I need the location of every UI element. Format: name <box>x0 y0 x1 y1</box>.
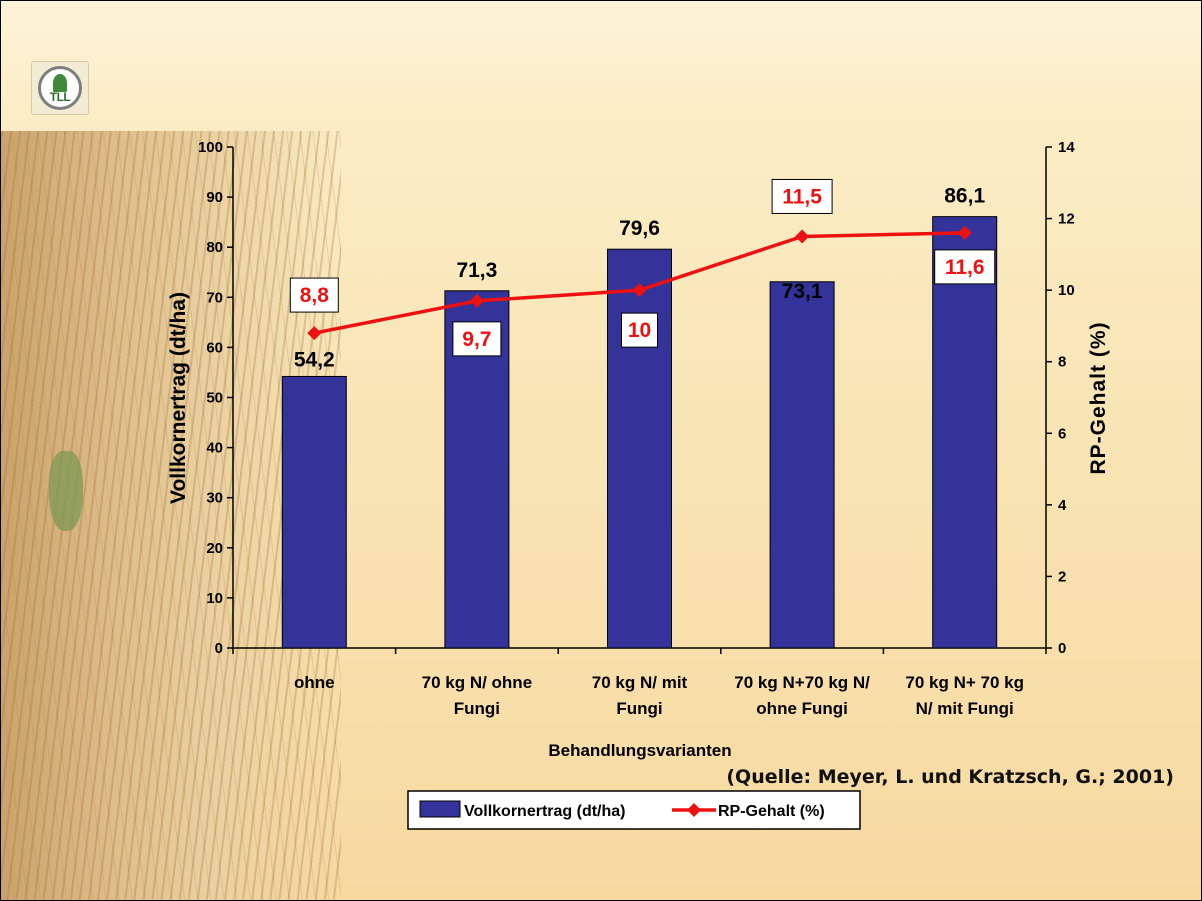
x-axis-title: Behandlungsvarianten <box>548 741 731 760</box>
bar-data-label: 54,2 <box>294 348 335 371</box>
rp-data-label: 8,8 <box>300 284 330 307</box>
rp-marker <box>957 225 972 240</box>
y-tick-label-left: 100 <box>198 139 223 156</box>
y-tick-label-left: 30 <box>206 490 223 507</box>
x-category-label: 70 kg N/ mit <box>592 673 688 692</box>
bar-data-label: 79,6 <box>619 217 660 240</box>
y-tick-label-right: 4 <box>1058 497 1067 514</box>
bar <box>281 375 347 649</box>
bar <box>607 248 672 649</box>
source-note: (Quelle: Meyer, L. und Kratzsch, G.; 200… <box>726 766 1174 788</box>
rp-data-label: 10 <box>628 319 651 342</box>
y-tick-label-right: 8 <box>1058 354 1066 371</box>
x-category-label: ohne Fungi <box>756 699 848 718</box>
y-tick-label-right: 6 <box>1058 425 1066 442</box>
rp-data-label: 9,7 <box>462 328 491 351</box>
rp-label-box <box>621 312 658 348</box>
legend-swatch-bar <box>419 800 461 818</box>
legend-label-line: RP-Gehalt (%) <box>718 803 825 820</box>
bar-data-label: 73,1 <box>782 280 823 303</box>
x-category-label: Fungi <box>616 699 662 718</box>
rp-marker <box>795 229 810 244</box>
bar <box>769 281 835 649</box>
logo-emblem: TLL <box>38 66 82 110</box>
rp-label-box <box>289 277 339 313</box>
y-tick-label-left: 0 <box>215 640 223 657</box>
y-tick-label-right: 14 <box>1058 139 1075 156</box>
rp-label-box <box>771 178 833 214</box>
rp-data-label: 11,6 <box>945 256 985 279</box>
legend-box <box>407 790 861 830</box>
rp-label-box <box>934 249 996 285</box>
x-category-label: 70 kg N+ 70 kg <box>905 673 1024 692</box>
y-tick-label-right: 2 <box>1058 568 1066 585</box>
x-category-label: ohne <box>294 673 335 692</box>
x-category-label: 70 kg N+70 kg N/ <box>734 673 870 692</box>
rp-marker <box>469 293 484 308</box>
y-axis-title-left: Vollkornertrag (dt/ha) <box>167 292 190 504</box>
legend-swatch-marker <box>687 803 701 817</box>
rp-label-box <box>452 321 502 357</box>
rp-marker <box>632 283 647 298</box>
bar-data-label: 71,3 <box>456 259 497 282</box>
y-tick-label-left: 50 <box>206 390 223 407</box>
legend-label-bar: Vollkornertrag (dt/ha) <box>464 803 626 820</box>
x-category-label: Fungi <box>454 699 500 718</box>
y-tick-label-left: 90 <box>206 189 223 206</box>
bar <box>932 216 998 649</box>
tll-logo: TLL <box>31 61 89 115</box>
y-tick-label-right: 10 <box>1058 282 1075 299</box>
y-tick-label-left: 70 <box>206 289 223 306</box>
y-tick-label-right: 0 <box>1058 640 1066 657</box>
x-category-label: N/ mit Fungi <box>916 699 1014 718</box>
y-tick-label-left: 20 <box>206 540 223 557</box>
x-category-label: 70 kg N/ ohne <box>422 673 533 692</box>
grasshopper-image <box>49 451 83 531</box>
rp-data-label: 11,5 <box>782 185 822 208</box>
logo-text: TLL <box>49 90 71 104</box>
rp-marker <box>307 326 322 341</box>
bar-data-label: 86,1 <box>944 185 985 208</box>
wheat-icon <box>53 74 67 92</box>
y-tick-label-left: 40 <box>206 440 223 457</box>
y-axis-title-right: RP-Gehalt (%) <box>1087 321 1110 474</box>
y-tick-label-left: 10 <box>206 590 223 607</box>
y-tick-label-left: 60 <box>206 339 223 356</box>
y-tick-label-left: 80 <box>206 239 223 256</box>
y-tick-label-right: 12 <box>1058 211 1075 228</box>
